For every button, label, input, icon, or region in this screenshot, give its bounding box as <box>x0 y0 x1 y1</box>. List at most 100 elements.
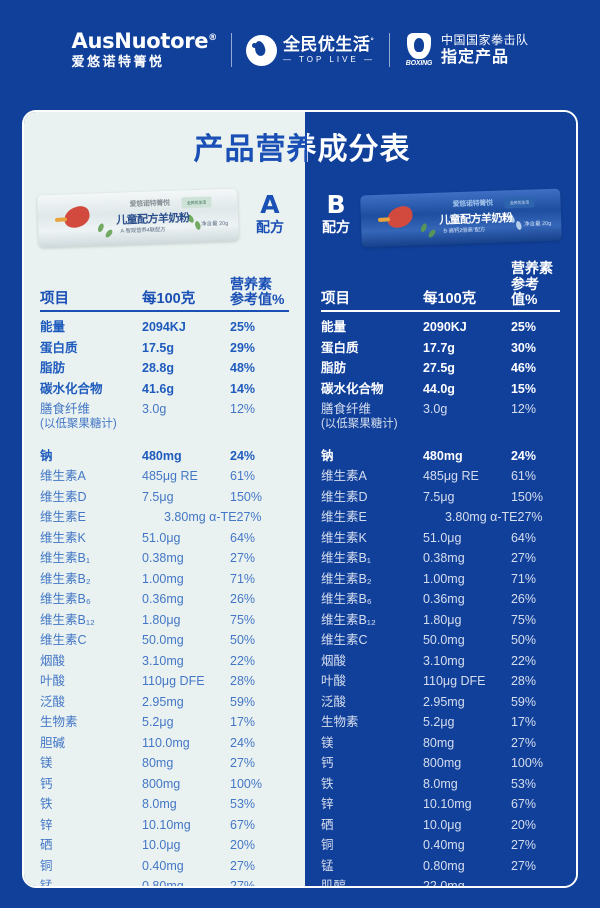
row-item-name: 锌 <box>320 797 334 811</box>
table-row: 锌 10.10mg 67% <box>40 814 289 835</box>
row-nrv-percent: 25% <box>510 320 536 334</box>
table-row: 维生素B₂ 1.00mg 71% <box>321 568 560 589</box>
row-item-name: 钠 <box>320 448 334 463</box>
row-nrv-percent: 27% <box>510 551 536 565</box>
sachet-seal-badge: 全民优生活 <box>181 196 212 209</box>
column-header-nrv-line2: 参考值% <box>230 291 285 308</box>
row-item-name: 烟酸 <box>40 653 66 668</box>
formula-b-letter: B <box>326 190 346 219</box>
row-item-name: 铁 <box>320 776 334 791</box>
row-nrv-percent: 27% <box>230 879 256 888</box>
column-header-nrv: 营养素 参考值% <box>510 259 560 308</box>
column-header-nrv-line2: 参考值% <box>510 275 539 308</box>
table-row: 钙 800mg 100% <box>321 752 560 773</box>
row-value-per-100g: 110μg DFE <box>422 674 486 688</box>
row-nrv-percent: 27% <box>236 510 262 524</box>
table-row: 烟酸 3.10mg 22% <box>321 650 560 671</box>
row-value-per-100g: 17.7g <box>422 340 455 355</box>
row-value-per-100g: 800mg <box>142 776 181 791</box>
row-value-per-100g: 3.0g <box>142 402 167 416</box>
row-item-name: 蛋白质 <box>40 340 78 355</box>
table-header-rule <box>320 310 560 312</box>
column-header-nrv-line1: 营养素 <box>510 259 553 276</box>
toplive-label-en: — TOP LIVE — <box>282 55 375 65</box>
row-item-name: 泛酸 <box>40 694 66 709</box>
row-item-name: 维生素A <box>320 469 367 483</box>
boxing-designated-label: 指定产品 <box>440 48 509 66</box>
row-nrv-percent: 59% <box>230 694 256 709</box>
row-item-name: 维生素C <box>40 633 87 647</box>
table-row: 泛酸 2.95mg 59% <box>40 691 289 712</box>
table-row: 锰 0.80mg 27% <box>40 875 289 888</box>
row-value-per-100g: 28.8g <box>142 361 174 375</box>
brand-name-cn: 爱悠诺特箐悦 <box>71 53 165 69</box>
boxing-team-label: 中国国家拳击队 <box>440 33 529 48</box>
column-header-per100g: 每100克 <box>422 291 477 307</box>
formula-a-label: A 配方 <box>243 191 297 236</box>
row-nrv-percent: 53% <box>510 776 536 791</box>
row-nrv-percent: 27% <box>230 858 256 873</box>
row-nrv-percent: 100% <box>230 776 262 791</box>
formula-a-table-header: 项目 每100克 营养素 参考值% <box>40 264 289 308</box>
row-item-name: 脂肪 <box>40 361 66 375</box>
row-item-name: 维生素B₂ <box>40 571 91 586</box>
row-nrv-percent: 17% <box>230 715 256 729</box>
row-value-per-100g: 5.2μg <box>422 715 455 729</box>
table-row: 胆碱 110.0mg 24% <box>40 732 289 753</box>
row-nrv-percent: 53% <box>230 797 256 811</box>
row-item-name: 钠 <box>40 448 53 463</box>
row-value-per-100g: 10.10mg <box>422 797 472 811</box>
table-row: 脂肪 27.5g 46% <box>321 357 560 378</box>
row-item-name: 维生素B₁₂ <box>320 612 376 627</box>
table-row: 维生素C 50.0mg 50% <box>40 629 289 650</box>
row-value-per-100g: 5.2μg <box>142 715 174 729</box>
row-value-per-100g: 8.0mg <box>142 797 177 811</box>
row-item-name: 维生素B₂ <box>320 571 372 586</box>
row-value-per-100g: 0.80mg <box>142 879 184 888</box>
row-nrv-percent: 26% <box>510 592 536 606</box>
table-row: 维生素A 485μg RE 61% <box>321 465 560 486</box>
row-item-name: 维生素E <box>320 510 367 524</box>
row-item-name: 膳食纤维 <box>320 402 371 416</box>
row-item-name: 镁 <box>40 756 53 770</box>
bird-illustration-icon <box>384 203 416 231</box>
row-nrv-percent: 46% <box>510 361 536 375</box>
row-value-per-100g: 0.36mg <box>422 592 465 606</box>
row-value-per-100g: 485μg RE <box>422 469 479 483</box>
sachet-brand-text: 爱悠诺特箐悦 <box>129 199 170 209</box>
row-nrv-percent: 67% <box>230 817 256 832</box>
row-item-name: 维生素K <box>40 530 86 545</box>
row-value-per-100g: 51.0μg <box>142 530 181 545</box>
table-row: 维生素C 50.0mg 50% <box>321 629 560 650</box>
row-value-per-100g: 2.95mg <box>142 694 184 709</box>
table-row-note: (以低聚果糖计) <box>321 418 560 436</box>
table-row: 维生素K 51.0μg 64% <box>40 527 289 548</box>
formula-a-word: 配方 <box>255 219 284 236</box>
row-nrv-percent: 26% <box>230 592 256 606</box>
table-row: 铁 8.0mg 53% <box>321 773 560 794</box>
sachet-subtitle: A·智观营养4联配方 <box>120 227 166 235</box>
row-value-per-100g: 1.00mg <box>422 571 465 586</box>
table-row: 镁 80mg 27% <box>321 732 560 753</box>
table-header-rule <box>40 310 289 312</box>
row-value-per-100g: 0.38mg <box>142 551 184 565</box>
row-item-name: 维生素C <box>320 633 368 647</box>
table-row: 维生素B₁ 0.38mg 27% <box>40 547 289 568</box>
row-nrv-percent: 150% <box>510 489 543 504</box>
leaf-icon <box>427 228 437 239</box>
row-value-per-100g: 110μg DFE <box>142 674 205 688</box>
row-item-name: 维生素B₆ <box>320 592 372 606</box>
row-nrv-percent: 67% <box>510 797 536 811</box>
row-value-per-100g: 80mg <box>142 756 174 770</box>
row-item-name: 胆碱 <box>40 735 66 750</box>
row-value-per-100g: 50.0mg <box>422 633 465 647</box>
formula-b-rows: 能量 2090KJ 25% 蛋白质 17.7g 30% 脂肪 27.5g 46% 碳水化合物 44.… <box>320 316 560 886</box>
row-item-name: 烟酸 <box>320 653 346 668</box>
row-item-name: 碳水化合物 <box>40 381 103 396</box>
row-value-per-100g: 2.95mg <box>422 694 465 709</box>
leaf-icon <box>515 220 523 231</box>
row-item-name: 生物素 <box>40 715 78 729</box>
row-nrv-percent: 100% <box>510 756 543 770</box>
row-nrv-percent: 71% <box>510 571 536 586</box>
